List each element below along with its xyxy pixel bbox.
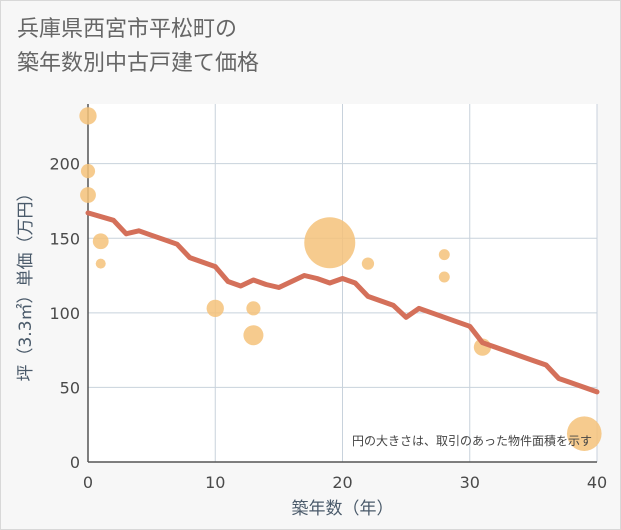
x-tick-label: 40 (587, 473, 607, 492)
data-bubble (92, 233, 109, 250)
trend-line (85, 210, 600, 395)
data-bubble (80, 187, 96, 203)
grid-lines (87, 104, 598, 463)
data-bubble (438, 249, 450, 261)
y-tick-labels: 0 50 100 150 200 (49, 155, 80, 472)
data-bubble (80, 164, 96, 179)
data-bubble (304, 217, 356, 269)
x-tick-label: 0 (83, 473, 93, 492)
y-tick-label: 100 (49, 304, 80, 323)
data-bubble (566, 416, 602, 451)
y-tick-label: 0 (70, 453, 80, 472)
data-bubble (361, 257, 375, 270)
bubble-size-note: 円の大きさは、取引のあった物件面積を示す (352, 433, 592, 448)
data-bubble (243, 325, 264, 346)
y-tick-label: 150 (49, 229, 80, 248)
y-axis-label: 坪（3.3㎡）単価（万円） (16, 184, 36, 381)
x-tick-label: 10 (205, 473, 225, 492)
y-tick-label: 50 (60, 378, 80, 397)
data-bubble (246, 301, 261, 316)
x-axis-label: 築年数（年） (292, 499, 394, 519)
x-tick-labels: 0 10 20 30 40 (83, 473, 607, 492)
data-bubble (206, 299, 224, 318)
data-bubble (79, 107, 97, 125)
chart-title: 兵庫県西宮市平松町の 築年数別中古戸建て価格 (17, 17, 260, 76)
data-bubble (438, 271, 450, 283)
y-tick-label: 200 (49, 155, 80, 174)
x-tick-label: 30 (460, 473, 480, 492)
bubble-series (79, 107, 602, 451)
x-tick-label: 20 (332, 473, 352, 492)
data-bubble (95, 258, 106, 269)
